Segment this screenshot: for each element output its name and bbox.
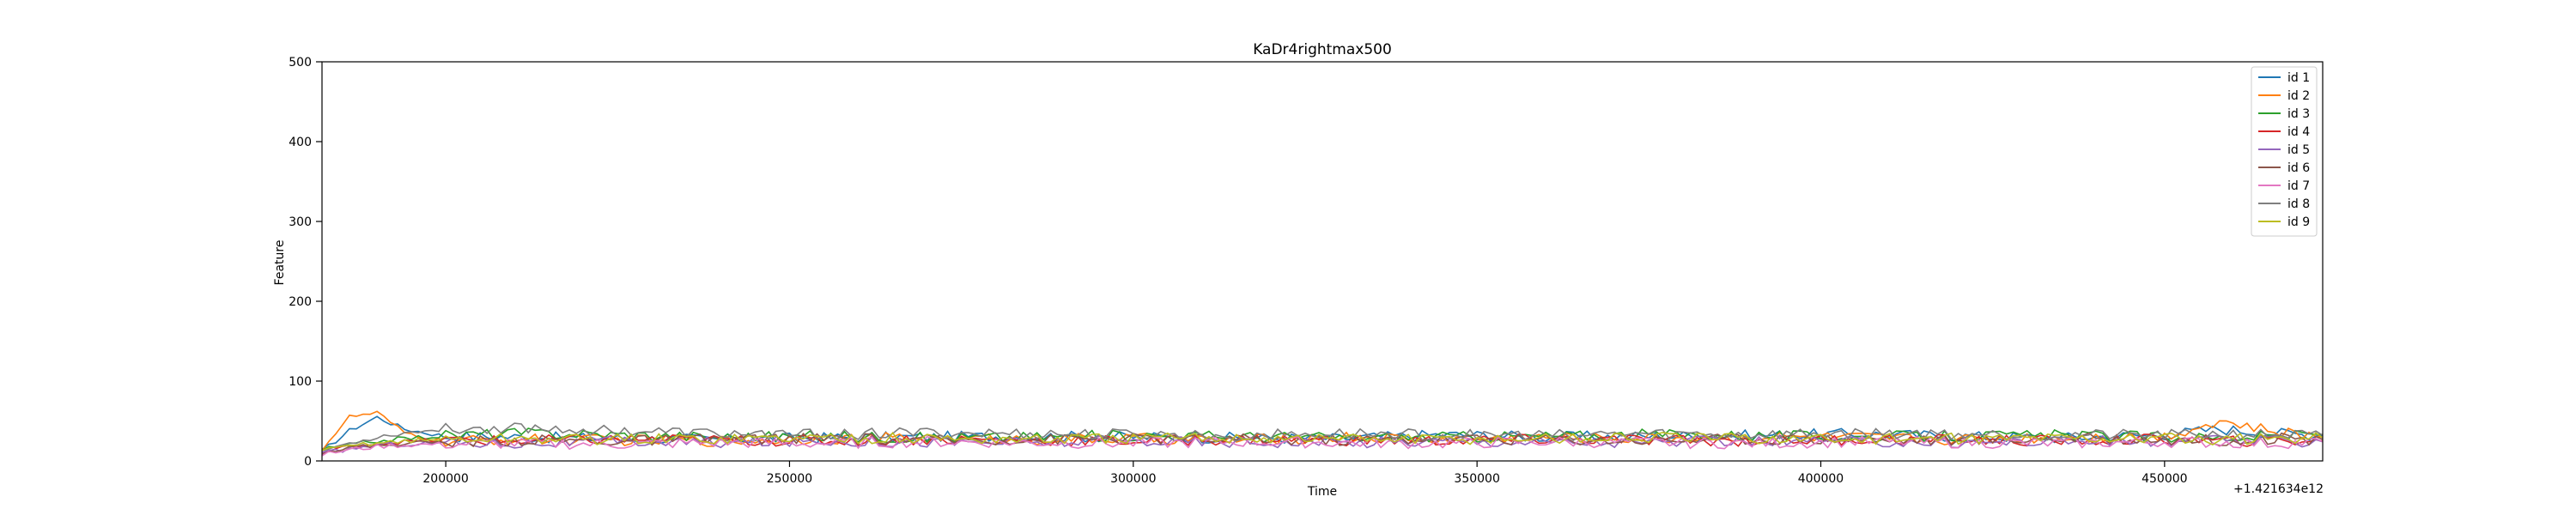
y-tick-label: 300 <box>289 215 312 229</box>
y-tick-label: 200 <box>289 295 312 309</box>
legend-label: id 3 <box>2287 107 2310 121</box>
x-tick-label: 350000 <box>1454 472 1499 486</box>
legend: id 1 id 2 id 3 id 4 id 5 id 6 id 7 id 8 id 9 <box>2251 66 2318 237</box>
plot-frame <box>321 61 2324 462</box>
legend-label: id 1 <box>2287 71 2310 85</box>
y-axis-label: Feature <box>273 240 287 286</box>
legend-label: id 7 <box>2287 179 2310 193</box>
x-tick-label: 250000 <box>767 472 812 486</box>
y-tick-label: 500 <box>289 56 312 70</box>
legend-label: id 4 <box>2287 125 2310 139</box>
x-tick-label: 400000 <box>1798 472 1844 486</box>
x-axis-label: Time <box>1307 485 1337 499</box>
legend-label: id 9 <box>2287 215 2310 229</box>
y-tick-label: 100 <box>289 375 312 389</box>
series-line-id-7 <box>321 435 2324 457</box>
y-tick-label: 0 <box>304 455 312 469</box>
chart-title: KaDr4rightmax500 <box>1253 41 1392 58</box>
legend-label: id 5 <box>2287 143 2310 157</box>
legend-label: id 6 <box>2287 161 2310 175</box>
y-axis: 0 100 200 300 400 500 <box>289 56 322 469</box>
legend-label: id 8 <box>2287 197 2310 211</box>
plot-area <box>322 62 2323 461</box>
x-tick-label: 300000 <box>1110 472 1156 486</box>
x-tick-label: 200000 <box>422 472 468 486</box>
series-line-id-9 <box>321 431 2324 451</box>
x-tick-label: 450000 <box>2142 472 2187 486</box>
legend-label: id 2 <box>2287 89 2310 103</box>
series-layer <box>321 410 2324 457</box>
plot-background <box>322 62 2323 461</box>
x-axis-offset-label: +1.421634e12 <box>2233 482 2324 496</box>
legend-box <box>2251 66 2318 237</box>
series-line-id-6 <box>321 432 2324 456</box>
x-axis: 200000 250000 300000 350000 400000 450000 <box>422 461 2188 486</box>
y-tick-label: 400 <box>289 136 312 149</box>
